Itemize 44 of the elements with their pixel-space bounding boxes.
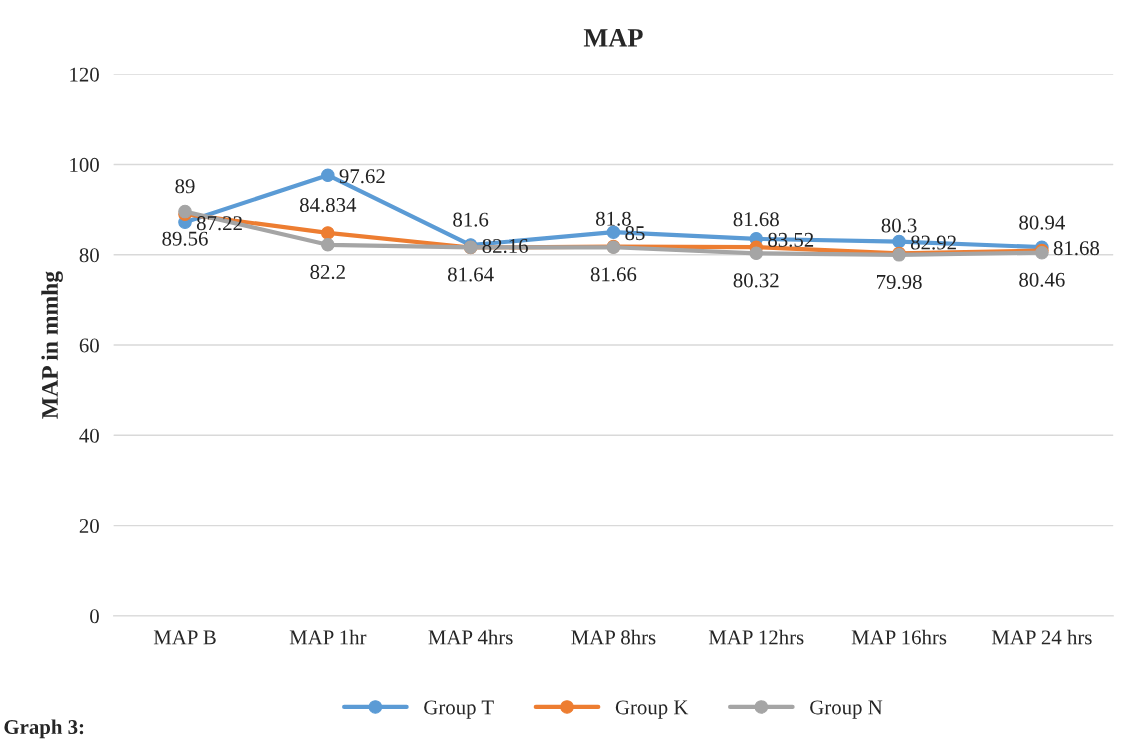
data-label: 81.66 bbox=[590, 267, 637, 282]
x-tick-label: MAP 8hrs bbox=[571, 629, 656, 645]
data-label: 84.834 bbox=[299, 197, 357, 213]
data-label: 80.3 bbox=[881, 218, 917, 233]
data-label: 81.6 bbox=[453, 212, 489, 227]
x-tick-label: MAP 1hr bbox=[289, 629, 367, 645]
y-tick-label: 0 bbox=[90, 609, 99, 624]
data-label: 79.98 bbox=[877, 274, 922, 290]
chart-title: MAP bbox=[583, 29, 643, 47]
point bbox=[606, 225, 621, 239]
y-tick-label: 40 bbox=[79, 428, 99, 443]
x-tick-label: MAP 24 hrs bbox=[991, 629, 1092, 645]
x-tick-label: MAP 16hrs bbox=[851, 629, 947, 645]
x-tick-label: MAP B bbox=[153, 630, 216, 645]
legend-label: Group T bbox=[424, 700, 494, 719]
legend-label: Group K bbox=[615, 700, 689, 719]
data-label: 87.22 bbox=[196, 216, 242, 231]
data-label: 80.32 bbox=[733, 273, 779, 288]
y-tick-label: 120 bbox=[70, 67, 99, 82]
data-label: 81.64 bbox=[447, 267, 494, 282]
data-label: 80.94 bbox=[1019, 215, 1065, 230]
point bbox=[321, 238, 335, 252]
x-tick-label: MAP 12hrs bbox=[708, 629, 804, 645]
data-label: 89 bbox=[175, 179, 195, 194]
data-label: 80.46 bbox=[1019, 272, 1065, 287]
data-label: 81.68 bbox=[1053, 241, 1100, 256]
data-label: 82.2 bbox=[310, 264, 345, 280]
data-label: 97.62 bbox=[339, 169, 385, 184]
data-label: 81.68 bbox=[733, 212, 779, 227]
y-axis-title: MAP in mmhg bbox=[41, 271, 63, 419]
point bbox=[321, 226, 335, 240]
y-tick-label: 60 bbox=[79, 338, 99, 353]
point bbox=[749, 246, 764, 261]
x-tick-label: MAP 4hrs bbox=[428, 629, 513, 645]
data-label: 81.8 bbox=[596, 211, 631, 226]
caption: Graph 3: bbox=[4, 719, 84, 739]
data-label: 82.92 bbox=[910, 235, 956, 250]
point bbox=[892, 234, 906, 249]
data-label: 89.56 bbox=[162, 231, 208, 246]
point bbox=[321, 168, 335, 182]
y-tick-label: 20 bbox=[79, 518, 99, 534]
y-tick-label: 80 bbox=[79, 248, 99, 263]
legend-label: Group N bbox=[810, 700, 883, 719]
y-tick-label: 100 bbox=[70, 157, 99, 172]
